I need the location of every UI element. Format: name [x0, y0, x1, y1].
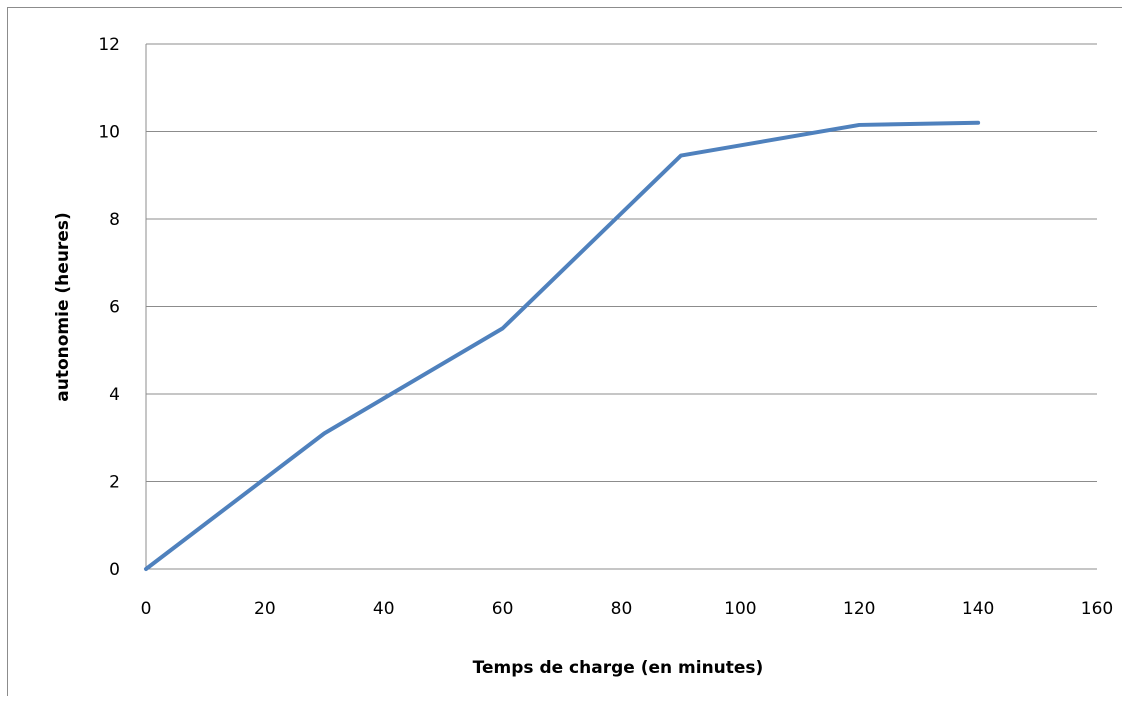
- y-tick-label: 6: [109, 298, 120, 318]
- y-tick-label: 0: [109, 560, 120, 580]
- x-tick-label: 60: [492, 599, 514, 619]
- x-tick-label: 140: [962, 599, 994, 619]
- x-tick-labels: 0 20 40 60 80 100 120 140 160: [141, 599, 1114, 619]
- y-axis-title: autonomie (heures): [53, 212, 73, 401]
- x-tick-label: 100: [724, 599, 756, 619]
- x-tick-label: 120: [843, 599, 875, 619]
- axes: [145, 44, 1097, 570]
- y-tick-labels: 0 2 4 6 8 10 12: [98, 35, 120, 580]
- x-axis-title: Temps de charge (en minutes): [473, 658, 764, 678]
- y-tick-label: 8: [109, 210, 120, 230]
- x-tick-label: 80: [611, 599, 633, 619]
- gridlines: [146, 43, 1097, 482]
- y-tick-label: 4: [109, 385, 120, 405]
- x-tick-label: 40: [373, 599, 395, 619]
- series-line: [144, 120, 981, 571]
- y-tick-label: 2: [109, 473, 120, 493]
- y-tick-label: 12: [98, 35, 120, 55]
- x-tick-label: 0: [141, 599, 152, 619]
- x-tick-label: 160: [1081, 599, 1113, 619]
- series-lines: [144, 120, 981, 571]
- x-tick-label: 20: [254, 599, 276, 619]
- y-tick-label: 10: [98, 123, 120, 143]
